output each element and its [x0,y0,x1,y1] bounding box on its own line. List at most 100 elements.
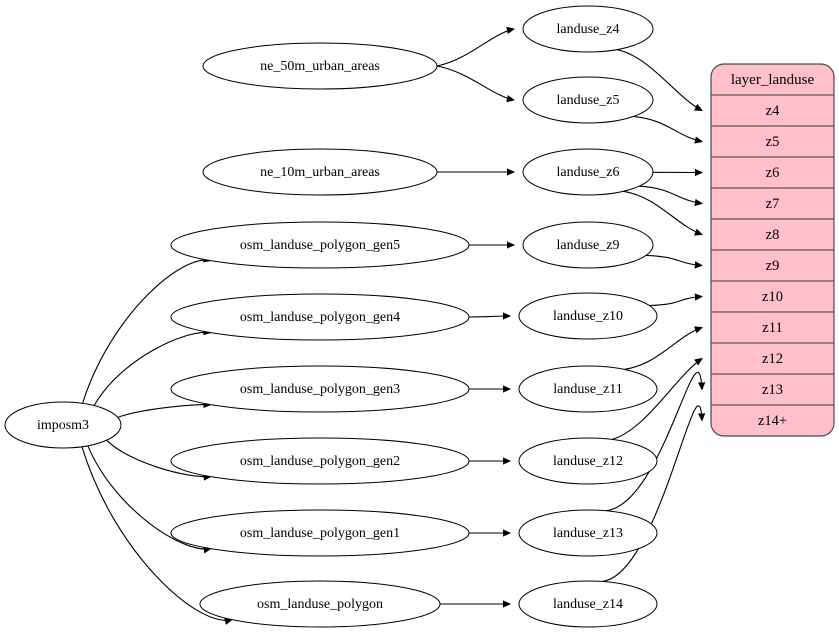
source-table-node-ellipse [170,293,470,341]
node-label: landuse_z9 [557,238,620,253]
edge-landuse_z6-to-layer_landuse.z8 [623,190,702,234]
table-header-label: layer_landuse [731,72,815,88]
source-table-node-ellipse [170,221,470,269]
edge-landuse_z5-to-layer_landuse.z5 [633,115,702,142]
node-imposm3[interactable]: imposm3 [4,401,122,449]
node-osm_landuse_polygon_gen2[interactable]: osm_landuse_polygon_gen2 [170,437,470,485]
layer-view-node-ellipse [518,292,658,340]
node-landuse_z13[interactable]: landuse_z13 [518,509,658,557]
node-label: landuse_z4 [557,22,620,37]
table-row-label: z8 [766,227,780,243]
table-row[interactable]: z6 [711,156,834,189]
node-landuse_z5[interactable]: landuse_z5 [522,76,654,124]
edge-imposm3-to-osm_landuse_polygon [81,446,232,621]
table-row-cell [711,249,834,282]
node-label: ne_10m_urban_areas [260,165,380,180]
edge-imposm3-to-osm_landuse_polygon_gen1 [87,445,211,549]
source-table-node-ellipse [202,148,438,196]
table-row[interactable]: z11 [711,311,834,344]
edge-landuse_z14-to-layer_landuse.z14+ [601,405,702,583]
edge-landuse_z10-to-layer_landuse.z10 [649,297,702,307]
table-row[interactable]: z9 [711,249,834,282]
node-ne_10m_urban_areas[interactable]: ne_10m_urban_areas [202,148,438,196]
table-row-label: z14+ [758,413,787,429]
edge-ne_50m_urban_areas-to-landuse_z5 [436,65,514,100]
node-ne_50m_urban_areas[interactable]: ne_50m_urban_areas [202,42,438,90]
table-row-label: z7 [766,196,780,212]
table-row[interactable]: z5 [711,125,834,158]
source-table-node-ellipse [170,365,470,413]
table-row-label: z10 [762,289,783,305]
table-row-label: z4 [766,103,780,119]
source-table-node-ellipse [170,437,470,485]
table-row[interactable]: z13 [711,373,834,406]
node-label: landuse_z12 [553,454,623,469]
node-osm_landuse_polygon_gen3[interactable]: osm_landuse_polygon_gen3 [170,365,470,413]
edge-ne_50m_urban_areas-to-landuse_z4 [436,29,514,67]
node-label: osm_landuse_polygon [257,597,383,612]
layer-view-node-ellipse [522,148,654,196]
node-landuse_z12[interactable]: landuse_z12 [518,437,658,485]
node-landuse_z6[interactable]: landuse_z6 [522,148,654,196]
node-landuse_z4[interactable]: landuse_z4 [522,5,654,53]
table-row[interactable]: z14+ [711,404,834,436]
node-osm_landuse_polygon_gen4[interactable]: osm_landuse_polygon_gen4 [170,293,470,341]
edge-landuse_z13-to-layer_landuse.z13 [605,371,702,512]
node-landuse_z14[interactable]: landuse_z14 [518,580,658,628]
edge-landuse_z6-to-layer_landuse.z7 [639,185,702,203]
node-label: imposm3 [37,418,89,433]
edge-osm_landuse_polygon_gen4-to-landuse_z10 [468,316,510,317]
edge-landuse_z9-to-layer_landuse.z9 [645,254,702,265]
table-header-row: layer_landuse [711,64,834,96]
node-osm_landuse_polygon[interactable]: osm_landuse_polygon [199,580,441,628]
edge-imposm3-to-osm_landuse_polygon_gen4 [93,332,211,406]
node-label: landuse_z6 [557,165,620,180]
table-row-cell [711,342,834,375]
node-landuse_z9[interactable]: landuse_z9 [522,221,654,269]
table-row-label: z9 [766,258,780,274]
table-row[interactable]: z8 [711,218,834,251]
table-row-cell [711,156,834,189]
table-row[interactable]: z4 [711,94,834,127]
node-label: landuse_z13 [553,526,623,541]
layer-view-node-ellipse [518,509,658,557]
table-row-label: z5 [766,134,780,150]
table-row-cell [711,373,834,406]
source-table-node-ellipse [202,42,438,90]
node-label: osm_landuse_polygon_gen1 [240,526,400,541]
layer-view-node-ellipse [518,365,658,413]
layer-table: layer_landuse z4 z5 z6 z7 z8 z9 z10 z11 z12 z13 z14… [711,64,834,436]
edge-landuse_z12-to-layer_landuse.z12 [611,359,702,440]
table-row-label: z11 [762,320,782,336]
table-row[interactable]: z12 [711,342,834,375]
layer-view-node-ellipse [522,76,654,124]
edge-landuse_z4-to-layer_landuse.z4 [616,49,702,111]
node-landuse_z11[interactable]: landuse_z11 [518,365,658,413]
node-osm_landuse_polygon_gen5[interactable]: osm_landuse_polygon_gen5 [170,221,470,269]
node-label: landuse_z11 [553,382,622,397]
node-label: landuse_z14 [553,597,623,612]
node-label: landuse_z5 [557,93,620,108]
node-osm_landuse_polygon_gen1[interactable]: osm_landuse_polygon_gen1 [170,509,470,557]
node-label: osm_landuse_polygon_gen2 [240,454,400,469]
source-table-node-ellipse [199,580,441,628]
edges-layer [81,29,702,621]
table-row-label: z13 [762,382,783,398]
layer-view-node-ellipse [522,221,654,269]
node-label: osm_landuse_polygon_gen5 [240,238,400,253]
edge-landuse_z11-to-layer_landuse.z11 [624,328,702,370]
edge-imposm3-to-osm_landuse_polygon_gen2 [106,439,211,477]
table-row[interactable]: z10 [711,280,834,313]
table-row-label: z6 [766,165,780,181]
table-row-cell [711,94,834,127]
table-outline [710,63,835,437]
node-label: ne_50m_urban_areas [260,59,380,74]
node-landuse_z10[interactable]: landuse_z10 [518,292,658,340]
edge-imposm3-to-osm_landuse_polygon_gen5 [81,260,211,404]
table-row-label: z12 [762,351,783,367]
table-row[interactable]: z7 [711,187,834,220]
node-label: osm_landuse_polygon_gen3 [240,382,400,397]
layer-view-node-ellipse [522,5,654,53]
